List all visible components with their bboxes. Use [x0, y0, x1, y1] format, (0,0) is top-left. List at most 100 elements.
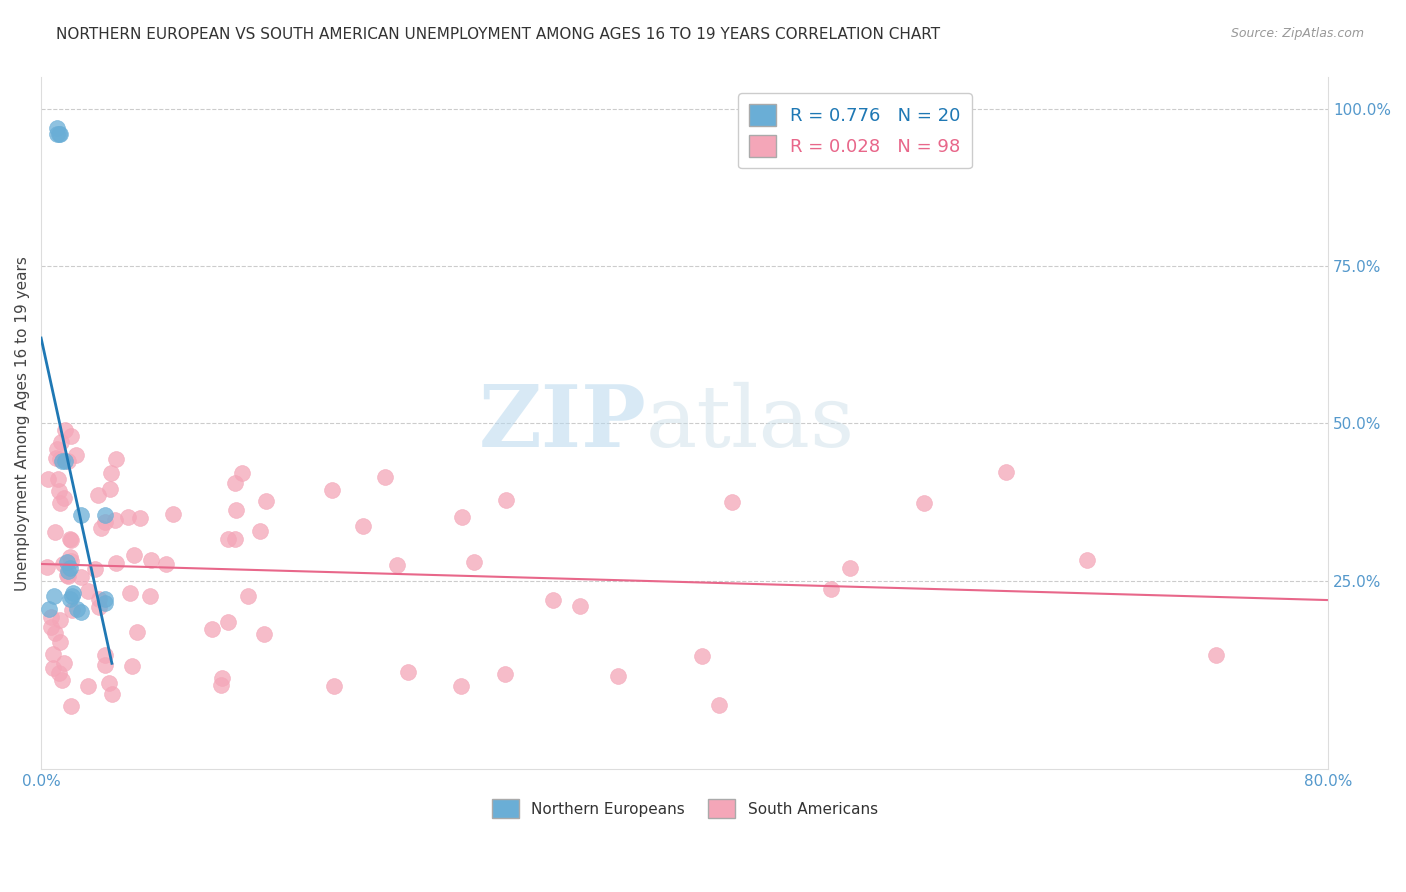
- Point: [35, 560, 58, 574]
- Point: [138, 589, 160, 603]
- Point: [87, 488, 110, 502]
- Legend: Northern Europeans, South Americans: Northern Europeans, South Americans: [485, 793, 884, 824]
- Point: [39, 610, 62, 624]
- Point: [49, 634, 72, 648]
- Point: [387, 558, 409, 572]
- Point: [41, 661, 63, 675]
- Point: [46, 472, 69, 486]
- Point: [42, 647, 65, 661]
- Point: [38, 602, 60, 616]
- Point: [60, 698, 83, 713]
- Point: [1076, 553, 1098, 567]
- Point: [155, 557, 177, 571]
- Text: NORTHERN EUROPEAN VS SOUTH AMERICAN UNEMPLOYMENT AMONG AGES 16 TO 19 YEARS CORRE: NORTHERN EUROPEAN VS SOUTH AMERICAN UNEM…: [56, 27, 941, 42]
- Point: [820, 582, 842, 596]
- Point: [322, 680, 344, 694]
- Point: [125, 624, 148, 639]
- Point: [49, 613, 72, 627]
- Point: [117, 509, 139, 524]
- Point: [49, 452, 72, 467]
- Point: [162, 507, 184, 521]
- Point: [59, 550, 82, 565]
- Point: [45, 450, 67, 465]
- Point: [44, 625, 66, 640]
- Point: [238, 589, 260, 603]
- Point: [94, 508, 117, 522]
- Point: [254, 494, 277, 508]
- Point: [77, 584, 100, 599]
- Point: [995, 465, 1018, 479]
- Point: [352, 518, 374, 533]
- Point: [46, 127, 69, 141]
- Point: [97, 676, 120, 690]
- Point: [211, 672, 233, 686]
- Point: [249, 524, 271, 539]
- Point: [141, 553, 163, 567]
- Point: [59, 532, 82, 546]
- Point: [44, 525, 66, 540]
- Point: [90, 521, 112, 535]
- Point: [56, 568, 79, 582]
- Point: [53, 657, 76, 671]
- Point: [60, 533, 83, 547]
- Point: [69, 570, 91, 584]
- Point: [87, 600, 110, 615]
- Point: [94, 596, 117, 610]
- Point: [70, 605, 93, 619]
- Point: [60, 554, 83, 568]
- Point: [53, 454, 76, 468]
- Point: [494, 667, 516, 681]
- Point: [217, 532, 239, 546]
- Point: [914, 496, 936, 510]
- Point: [62, 586, 84, 600]
- Point: [49, 127, 72, 141]
- Point: [129, 510, 152, 524]
- Point: [396, 665, 419, 679]
- Point: [94, 592, 117, 607]
- Point: [253, 627, 276, 641]
- Point: [721, 495, 744, 509]
- Point: [58, 564, 80, 578]
- Point: [48, 484, 70, 499]
- Point: [224, 476, 246, 491]
- Point: [217, 615, 239, 629]
- Point: [98, 482, 121, 496]
- Point: [450, 510, 472, 524]
- Point: [104, 556, 127, 570]
- Point: [49, 496, 72, 510]
- Point: [76, 680, 98, 694]
- Text: ZIP: ZIP: [478, 382, 645, 466]
- Point: [48, 666, 70, 681]
- Point: [60, 590, 83, 604]
- Point: [94, 657, 117, 672]
- Point: [104, 513, 127, 527]
- Point: [70, 508, 93, 522]
- Point: [607, 668, 630, 682]
- Point: [46, 442, 69, 456]
- Point: [46, 120, 69, 135]
- Point: [89, 591, 111, 606]
- Point: [49, 435, 72, 450]
- Point: [101, 687, 124, 701]
- Point: [224, 532, 246, 546]
- Point: [42, 590, 65, 604]
- Point: [94, 516, 117, 530]
- Point: [59, 592, 82, 607]
- Point: [231, 466, 253, 480]
- Point: [690, 648, 713, 663]
- Point: [59, 561, 82, 575]
- Point: [59, 429, 82, 443]
- Point: [569, 599, 592, 613]
- Point: [463, 555, 485, 569]
- Point: [65, 602, 87, 616]
- Point: [838, 560, 860, 574]
- Point: [39, 620, 62, 634]
- Point: [707, 698, 730, 712]
- Point: [56, 454, 79, 468]
- Point: [1205, 648, 1227, 662]
- Point: [93, 648, 115, 662]
- Point: [37, 473, 59, 487]
- Point: [60, 602, 83, 616]
- Point: [209, 678, 232, 692]
- Point: [65, 448, 87, 462]
